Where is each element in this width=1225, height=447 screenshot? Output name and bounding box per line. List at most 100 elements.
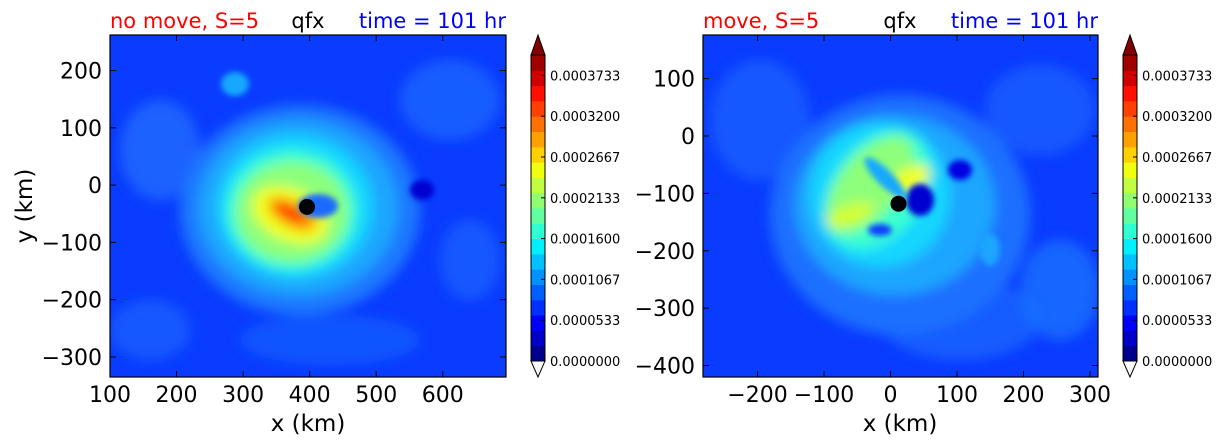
- panel-b-colorbar-segment: [1123, 100, 1137, 117]
- panel-a-title-left: no move, S=5: [110, 9, 259, 33]
- panel-a-colorbar-tick-label: 0.0002667: [550, 151, 620, 166]
- panel-a-colorbar-segment: [531, 177, 545, 194]
- panel-a-ytick-label: −100: [42, 231, 102, 256]
- panel-b-colorbar-segment: [1123, 269, 1137, 285]
- panel-b-colorbar-segment: [1123, 55, 1137, 71]
- panel-b-colorbar-segment: [1123, 192, 1137, 209]
- panel-b-ytick-label: 0: [681, 125, 695, 150]
- panel-a-colorbar-tick-label: 0.0001067: [550, 273, 620, 288]
- panel-b-colorbar-segment: [1123, 345, 1137, 362]
- panel-b-colorbar-segment: [1123, 253, 1137, 270]
- panel-a-xtick-label: 400: [289, 383, 331, 408]
- panel-a-colorbar-segment: [531, 70, 545, 87]
- panel-b-colorbar-tick-label: 0.0001600: [1142, 233, 1212, 248]
- panel-b-ytick-label: −100: [635, 182, 695, 207]
- panel-a-colorbar-segment: [531, 253, 545, 270]
- panel-b-xtick-label: 200: [1003, 383, 1045, 408]
- panel-a-colorbar-segment: [531, 315, 545, 331]
- panel-b-ytick-label: −300: [635, 297, 695, 322]
- panel-b-xtick-label: −100: [794, 383, 854, 408]
- panel-b-colorbar-segment: [1123, 162, 1137, 178]
- panel-a-colorbar-frame: [530, 54, 546, 362]
- panel-a-colorbar-segment: [531, 100, 545, 117]
- panel-b-ytick-label: −400: [635, 355, 695, 380]
- panel-b-colorbar-segment: [1123, 299, 1137, 316]
- panel-a-colorbar-tick-label: 0.0001600: [550, 233, 620, 248]
- panel-a-title-center: qfx: [291, 9, 324, 33]
- panel-a-colorbar-segment: [531, 146, 545, 163]
- panel-a-xtick-label: 600: [422, 383, 464, 408]
- panel-b-ytick-label: −200: [635, 240, 695, 265]
- panel-b-colorbar-segment: [1123, 284, 1137, 301]
- panel-no-move: no move, S=5 qfx time = 101 hr: [12, 9, 507, 437]
- panel-a-ytick-label: 100: [60, 117, 102, 142]
- panel-a-colorbar-tick-label: 0.0003733: [550, 69, 620, 84]
- panel-a-colorbar-segment: [531, 269, 545, 285]
- panel-a-xtick-label: 100: [89, 383, 131, 408]
- panel-a-ylabel: y (km): [12, 169, 38, 244]
- panel-a-colorbar-segment: [531, 299, 545, 316]
- panel-a-contour-field: [110, 35, 506, 377]
- panel-b-colorbar-tick-label: 0.0003200: [1142, 110, 1212, 125]
- panel-b-xtick-label: 300: [1069, 383, 1111, 408]
- panel-a-colorbar-segment: [531, 116, 545, 132]
- panel-b-title-left: move, S=5: [703, 9, 819, 33]
- panel-b-colorbar-segment: [1123, 70, 1137, 87]
- panel-b-title-center: qfx: [883, 9, 916, 33]
- panel-b-colorbar-segment: [1123, 223, 1137, 240]
- panel-a-colorbar-tick-label: 0.0003200: [550, 110, 620, 125]
- panel-a-ytick-label: −200: [42, 289, 102, 314]
- panel-b-colorbar-tick-label: 0.0000533: [1142, 314, 1212, 329]
- panel-a-colorbar-segment: [531, 192, 545, 209]
- panel-b-colorbar-segment: [1123, 208, 1137, 224]
- panel-a-colorbar-segment: [531, 345, 545, 362]
- panel-b-ytick-label: 100: [653, 68, 695, 93]
- panel-b-xtick-label: 0: [884, 383, 898, 408]
- panel-a-colorbar-segment: [531, 162, 545, 178]
- panel-a-colorbar-segment: [531, 284, 545, 301]
- panel-a-colorbar-segment: [531, 85, 545, 102]
- panel-b-colorbar-segment: [1123, 238, 1137, 255]
- panel-a-colorbar-tick-label: 0.0000000: [550, 355, 620, 370]
- panel-b-colorbar-min-extend: [1122, 360, 1138, 379]
- panel-a-center-marker: [299, 198, 316, 215]
- panel-b-colorbar-tick-label: 0.0002667: [1142, 151, 1212, 166]
- panel-b-contour-field: [703, 35, 1098, 377]
- panel-b-colorbar: 0.0000000 0.0000533 0.0001067 0.0001600 0.00…: [1122, 33, 1212, 379]
- panel-b-colorbar-frame: [1122, 54, 1138, 362]
- panel-a-ytick-label: 200: [60, 60, 102, 85]
- panel-b-xtick-label: 100: [936, 383, 978, 408]
- panel-a-colorbar-segment: [531, 55, 545, 71]
- panel-a-colorbar-tick-label: 0.0002133: [550, 192, 620, 207]
- panel-b-colorbar-tick-label: 0.0002133: [1142, 192, 1212, 207]
- panel-b-colorbar-segment: [1123, 315, 1137, 331]
- panel-a-axes-frame: [109, 34, 507, 378]
- panel-a-ytick-label: −300: [42, 346, 102, 371]
- panel-b-colorbar-tick-label: 0.0001067: [1142, 273, 1212, 288]
- panel-a-colorbar-segment: [531, 131, 545, 148]
- panel-move: move, S=5 qfx time = 101 hr: [635, 9, 1111, 437]
- panel-a-xtick-label: 300: [222, 383, 264, 408]
- panel-a-colorbar-max-extend: [530, 33, 546, 56]
- panel-a-colorbar-segment: [531, 208, 545, 224]
- panel-a-xtick-label: 500: [355, 383, 397, 408]
- panel-a-xtick-label: 200: [156, 383, 198, 408]
- panel-b-xtick-label: −200: [727, 383, 787, 408]
- panel-b-colorbar-segment: [1123, 116, 1137, 132]
- panel-a-ticks: 100 200 300 400 500 600 200 100 0 −100 −200 −300: [42, 35, 506, 408]
- panel-a-colorbar-segment: [531, 330, 545, 347]
- panel-b-title-right: time = 101 hr: [951, 9, 1098, 33]
- panel-b-xlabel: x (km): [863, 411, 938, 437]
- panel-b-colorbar-segment: [1123, 85, 1137, 102]
- panel-b-colorbar-segment: [1123, 131, 1137, 148]
- panel-b-colorbar-max-extend: [1122, 33, 1138, 56]
- panel-a-xlabel: x (km): [271, 411, 346, 437]
- panel-a-colorbar: 0.0000000 0.0000533 0.0001067 0.0001600 0.00…: [530, 33, 620, 379]
- panel-b-center-marker: [890, 195, 907, 212]
- panel-b-colorbar-tick-label: 0.0000000: [1142, 355, 1212, 370]
- panel-b-colorbar-segment: [1123, 177, 1137, 194]
- panel-a-colorbar-segment: [531, 238, 545, 255]
- panel-a-colorbar-min-extend: [530, 360, 546, 379]
- panel-b-colorbar-segment: [1123, 146, 1137, 163]
- panel-a-colorbar-tick-label: 0.0000533: [550, 314, 620, 329]
